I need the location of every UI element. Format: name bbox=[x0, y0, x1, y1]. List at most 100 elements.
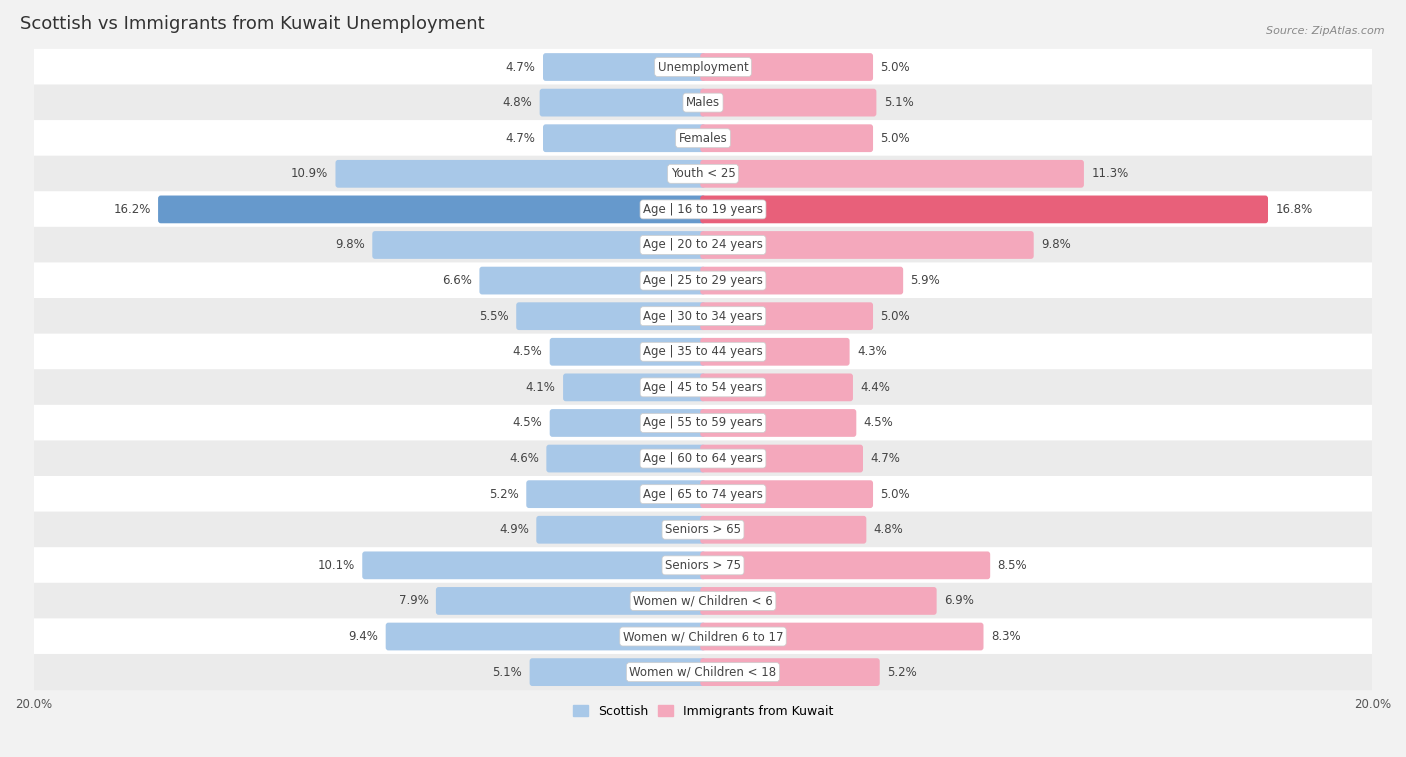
FancyBboxPatch shape bbox=[436, 587, 706, 615]
FancyBboxPatch shape bbox=[700, 409, 856, 437]
FancyBboxPatch shape bbox=[550, 338, 706, 366]
Text: 6.6%: 6.6% bbox=[441, 274, 472, 287]
FancyBboxPatch shape bbox=[34, 618, 1372, 655]
Text: Males: Males bbox=[686, 96, 720, 109]
FancyBboxPatch shape bbox=[700, 53, 873, 81]
Text: Age | 25 to 29 years: Age | 25 to 29 years bbox=[643, 274, 763, 287]
Text: Seniors > 65: Seniors > 65 bbox=[665, 523, 741, 536]
FancyBboxPatch shape bbox=[700, 516, 866, 544]
FancyBboxPatch shape bbox=[34, 583, 1372, 619]
Text: 4.7%: 4.7% bbox=[506, 61, 536, 73]
FancyBboxPatch shape bbox=[530, 659, 706, 686]
FancyBboxPatch shape bbox=[700, 89, 876, 117]
FancyBboxPatch shape bbox=[700, 444, 863, 472]
Text: Age | 20 to 24 years: Age | 20 to 24 years bbox=[643, 238, 763, 251]
Text: 8.3%: 8.3% bbox=[991, 630, 1021, 643]
Text: 10.9%: 10.9% bbox=[291, 167, 328, 180]
Text: 4.5%: 4.5% bbox=[513, 416, 543, 429]
FancyBboxPatch shape bbox=[34, 227, 1372, 263]
Text: 9.8%: 9.8% bbox=[335, 238, 366, 251]
FancyBboxPatch shape bbox=[34, 298, 1372, 335]
FancyBboxPatch shape bbox=[543, 53, 706, 81]
Text: Age | 65 to 74 years: Age | 65 to 74 years bbox=[643, 488, 763, 500]
FancyBboxPatch shape bbox=[34, 156, 1372, 192]
Text: 11.3%: 11.3% bbox=[1091, 167, 1129, 180]
Text: 9.4%: 9.4% bbox=[349, 630, 378, 643]
FancyBboxPatch shape bbox=[700, 551, 990, 579]
FancyBboxPatch shape bbox=[34, 49, 1372, 86]
FancyBboxPatch shape bbox=[34, 120, 1372, 157]
Text: 5.0%: 5.0% bbox=[880, 61, 910, 73]
Text: 10.1%: 10.1% bbox=[318, 559, 354, 572]
FancyBboxPatch shape bbox=[336, 160, 706, 188]
FancyBboxPatch shape bbox=[34, 263, 1372, 299]
FancyBboxPatch shape bbox=[543, 124, 706, 152]
FancyBboxPatch shape bbox=[540, 89, 706, 117]
Text: 16.8%: 16.8% bbox=[1275, 203, 1313, 216]
FancyBboxPatch shape bbox=[34, 334, 1372, 370]
Text: 16.2%: 16.2% bbox=[114, 203, 150, 216]
Text: 7.9%: 7.9% bbox=[399, 594, 429, 607]
Text: Source: ZipAtlas.com: Source: ZipAtlas.com bbox=[1267, 26, 1385, 36]
Text: 5.2%: 5.2% bbox=[887, 665, 917, 678]
Text: Age | 45 to 54 years: Age | 45 to 54 years bbox=[643, 381, 763, 394]
Text: 4.4%: 4.4% bbox=[860, 381, 890, 394]
Text: Scottish vs Immigrants from Kuwait Unemployment: Scottish vs Immigrants from Kuwait Unemp… bbox=[20, 15, 485, 33]
FancyBboxPatch shape bbox=[34, 512, 1372, 548]
FancyBboxPatch shape bbox=[363, 551, 706, 579]
FancyBboxPatch shape bbox=[536, 516, 706, 544]
Text: 5.2%: 5.2% bbox=[489, 488, 519, 500]
Text: 4.3%: 4.3% bbox=[858, 345, 887, 358]
Text: Women w/ Children < 6: Women w/ Children < 6 bbox=[633, 594, 773, 607]
FancyBboxPatch shape bbox=[34, 547, 1372, 584]
Text: Youth < 25: Youth < 25 bbox=[671, 167, 735, 180]
FancyBboxPatch shape bbox=[700, 338, 849, 366]
Text: 5.0%: 5.0% bbox=[880, 310, 910, 322]
FancyBboxPatch shape bbox=[34, 441, 1372, 477]
FancyBboxPatch shape bbox=[385, 623, 706, 650]
Text: Women w/ Children 6 to 17: Women w/ Children 6 to 17 bbox=[623, 630, 783, 643]
Text: 4.1%: 4.1% bbox=[526, 381, 555, 394]
Text: 4.7%: 4.7% bbox=[506, 132, 536, 145]
Legend: Scottish, Immigrants from Kuwait: Scottish, Immigrants from Kuwait bbox=[568, 700, 838, 723]
Text: 4.7%: 4.7% bbox=[870, 452, 900, 465]
FancyBboxPatch shape bbox=[34, 192, 1372, 228]
FancyBboxPatch shape bbox=[562, 373, 706, 401]
Text: 4.9%: 4.9% bbox=[499, 523, 529, 536]
FancyBboxPatch shape bbox=[373, 231, 706, 259]
FancyBboxPatch shape bbox=[516, 302, 706, 330]
Text: Age | 60 to 64 years: Age | 60 to 64 years bbox=[643, 452, 763, 465]
FancyBboxPatch shape bbox=[700, 373, 853, 401]
FancyBboxPatch shape bbox=[34, 654, 1372, 690]
Text: 4.8%: 4.8% bbox=[502, 96, 533, 109]
FancyBboxPatch shape bbox=[700, 231, 1033, 259]
Text: Age | 16 to 19 years: Age | 16 to 19 years bbox=[643, 203, 763, 216]
Text: 4.6%: 4.6% bbox=[509, 452, 538, 465]
Text: 4.8%: 4.8% bbox=[873, 523, 904, 536]
Text: Age | 55 to 59 years: Age | 55 to 59 years bbox=[643, 416, 763, 429]
FancyBboxPatch shape bbox=[700, 659, 880, 686]
FancyBboxPatch shape bbox=[700, 266, 903, 294]
FancyBboxPatch shape bbox=[700, 160, 1084, 188]
FancyBboxPatch shape bbox=[700, 124, 873, 152]
Text: Seniors > 75: Seniors > 75 bbox=[665, 559, 741, 572]
Text: 6.9%: 6.9% bbox=[943, 594, 974, 607]
Text: 5.9%: 5.9% bbox=[911, 274, 941, 287]
FancyBboxPatch shape bbox=[547, 444, 706, 472]
FancyBboxPatch shape bbox=[700, 195, 1268, 223]
Text: 5.0%: 5.0% bbox=[880, 488, 910, 500]
FancyBboxPatch shape bbox=[157, 195, 706, 223]
FancyBboxPatch shape bbox=[479, 266, 706, 294]
Text: Age | 35 to 44 years: Age | 35 to 44 years bbox=[643, 345, 763, 358]
Text: 4.5%: 4.5% bbox=[863, 416, 893, 429]
FancyBboxPatch shape bbox=[34, 476, 1372, 512]
FancyBboxPatch shape bbox=[700, 623, 983, 650]
Text: 8.5%: 8.5% bbox=[997, 559, 1028, 572]
Text: 5.1%: 5.1% bbox=[492, 665, 522, 678]
Text: 4.5%: 4.5% bbox=[513, 345, 543, 358]
FancyBboxPatch shape bbox=[700, 480, 873, 508]
Text: 5.5%: 5.5% bbox=[479, 310, 509, 322]
Text: Unemployment: Unemployment bbox=[658, 61, 748, 73]
Text: 9.8%: 9.8% bbox=[1040, 238, 1071, 251]
FancyBboxPatch shape bbox=[700, 302, 873, 330]
